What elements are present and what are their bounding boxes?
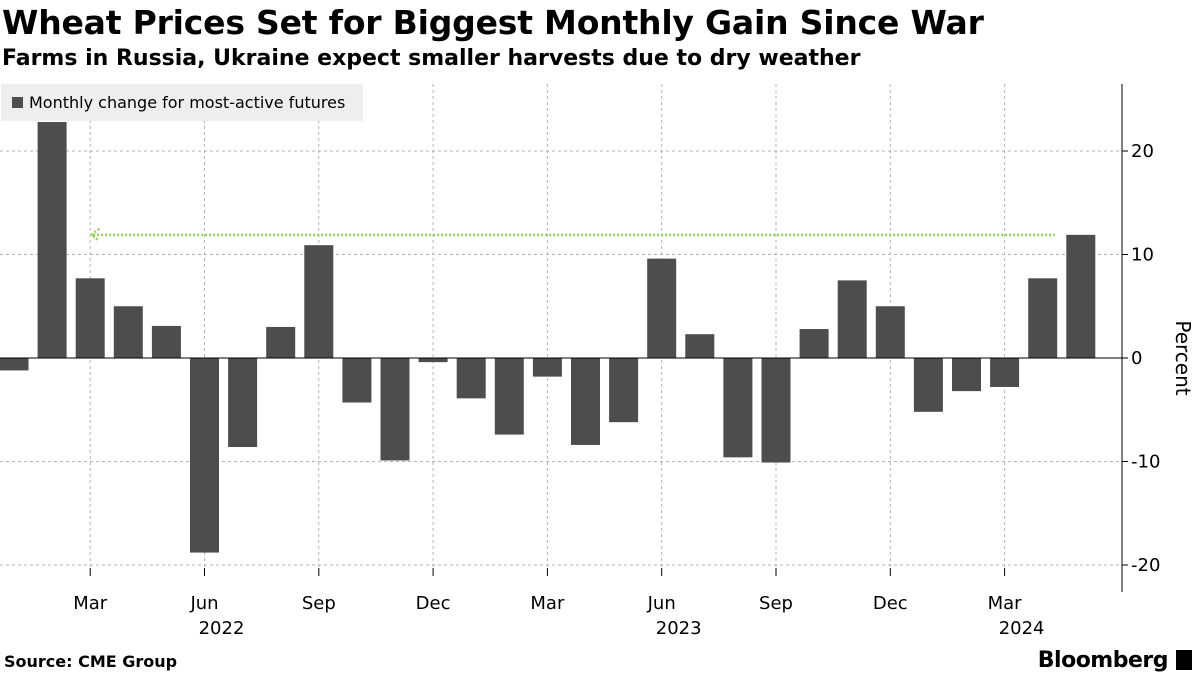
legend-label: Monthly change for most-active futures	[29, 93, 346, 112]
bar	[1028, 278, 1058, 358]
bar	[190, 358, 219, 553]
bar	[1066, 234, 1096, 358]
bar	[380, 358, 410, 461]
chart-title: Wheat Prices Set for Biggest Monthly Gai…	[2, 3, 984, 42]
legend-swatch	[12, 97, 23, 108]
y-tick-label: 10	[1131, 245, 1154, 266]
x-tick-label: Sep	[302, 593, 336, 614]
bar	[266, 326, 296, 358]
bar	[875, 306, 905, 358]
bar	[837, 280, 867, 358]
x-tick-label: Jun	[189, 593, 218, 614]
bar	[113, 306, 143, 358]
bar	[799, 329, 829, 358]
bloomberg-terminal-icon	[1176, 650, 1192, 670]
x-tick-label: Jun	[647, 593, 676, 614]
x-tick-label: Mar	[988, 593, 1023, 614]
legend: Monthly change for most-active futures	[1, 84, 363, 121]
x-tick-label: Sep	[759, 593, 793, 614]
x-year-label: 2024	[999, 618, 1045, 639]
x-year-label: 2023	[656, 618, 702, 639]
bar	[952, 358, 981, 392]
bloomberg-logo: Bloomberg	[1037, 648, 1169, 673]
bar	[609, 358, 639, 423]
bar	[228, 358, 258, 448]
y-axis-label: Percent	[1171, 320, 1195, 395]
bar	[304, 245, 334, 358]
y-tick-label: 0	[1131, 348, 1142, 369]
chart-subtitle: Farms in Russia, Ukraine expect smaller …	[2, 46, 861, 71]
x-tick-label: Dec	[873, 593, 908, 614]
y-tick-label: -20	[1131, 555, 1160, 576]
y-tick-label: 20	[1131, 141, 1154, 162]
bar	[0, 358, 29, 371]
bar	[418, 358, 448, 363]
bar	[571, 358, 600, 445]
bar	[723, 358, 753, 458]
bar-chart: -20 -10 0 10 20 Percent Mar Jun Sep Dec Mar Jun Sep D…	[0, 84, 1195, 639]
x-year-label: 2022	[199, 618, 245, 639]
bar	[151, 325, 181, 358]
source-note: Source: CME Group	[4, 652, 178, 671]
bar	[456, 358, 486, 399]
bar	[342, 358, 372, 403]
bar	[990, 358, 1020, 387]
bar	[532, 358, 562, 377]
annotation-arrowhead	[89, 227, 100, 242]
bar	[913, 358, 943, 412]
bar	[685, 334, 715, 358]
bar	[647, 258, 677, 358]
bar	[75, 278, 105, 358]
bar	[761, 358, 791, 463]
bar	[494, 358, 524, 435]
x-tick-label: Mar	[530, 593, 565, 614]
y-tick-label: -10	[1131, 452, 1160, 473]
bar	[37, 122, 67, 358]
x-tick-label: Mar	[73, 593, 108, 614]
x-tick-label: Dec	[416, 593, 451, 614]
